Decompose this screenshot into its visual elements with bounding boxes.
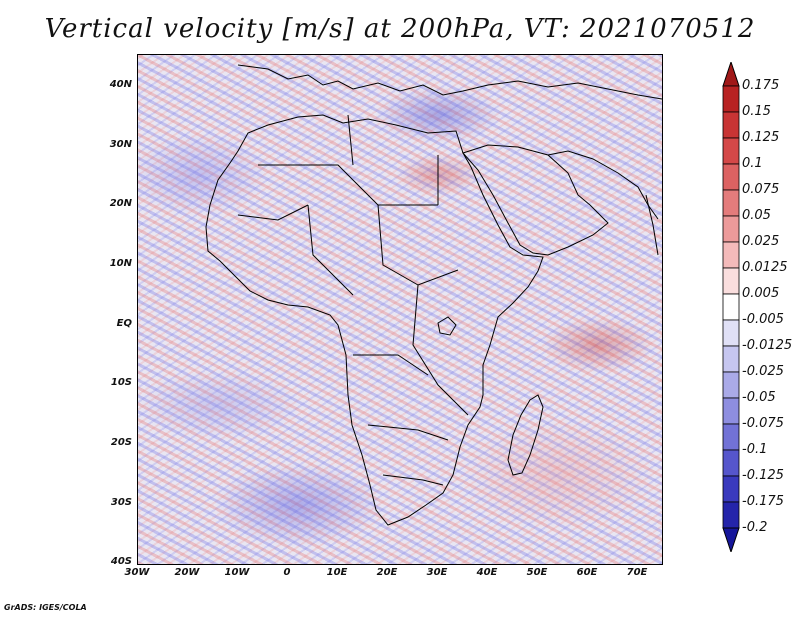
lon-tick-label: 50E: [526, 567, 548, 578]
colorbar-label: 0.0125: [742, 260, 788, 275]
lon-tick-label: 40E: [476, 567, 498, 578]
colorbar-label: 0.175: [742, 78, 780, 93]
colorbar-swatch: [722, 163, 740, 191]
lon-tick-label: 70E: [626, 567, 648, 578]
lat-tick-label: 40N: [109, 79, 132, 90]
colorbar-label: 0.1: [742, 156, 763, 171]
colorbar-swatch: [722, 397, 740, 425]
lon-tick-label: 20E: [376, 567, 398, 578]
colorbar-label: -0.175: [742, 494, 784, 509]
lat-tick-label: 40S: [110, 556, 132, 567]
colorbar-label: -0.005: [742, 312, 784, 327]
gulf-coastline: [547, 150, 659, 220]
lake-victoria: [437, 316, 457, 336]
colorbar-swatch: [722, 267, 740, 295]
colorbar-swatch: [722, 137, 740, 165]
colorbar-label: -0.0125: [742, 338, 793, 353]
map-title: Vertical velocity [m/s] at 200hPa, VT: 2…: [44, 14, 756, 44]
colorbar-swatch: [722, 111, 740, 139]
colorbar-label: 0.125: [742, 130, 780, 145]
country-border: [377, 204, 459, 286]
colorbar-label: -0.075: [742, 416, 784, 431]
colorbar-swatch: [722, 85, 740, 113]
colorbar-label: -0.025: [742, 364, 784, 379]
lon-tick-label: 30E: [426, 567, 448, 578]
lon-tick-label: 10W: [224, 567, 250, 578]
colorbar-swatch: [722, 293, 740, 321]
colorbar-label: 0.05: [742, 208, 771, 223]
country-border: [367, 424, 449, 441]
lat-tick-label: EQ: [116, 318, 132, 329]
country-border: [237, 204, 309, 221]
lat-tick-label: 20N: [109, 198, 132, 209]
colorbar-label: 0.075: [742, 182, 780, 197]
colorbar-label: -0.2: [742, 520, 768, 535]
lon-tick-label: 20W: [174, 567, 200, 578]
colorbar-label: 0.005: [742, 286, 780, 301]
arabia-coastline: [462, 144, 609, 256]
colorbar-label: 0.025: [742, 234, 780, 249]
colorbar-swatch: [722, 215, 740, 243]
colorbar-label: -0.1: [742, 442, 768, 457]
colorbar-swatch: [722, 189, 740, 217]
lat-tick-label: 30S: [110, 497, 132, 508]
country-border: [412, 284, 469, 416]
colorbar-swatch: [722, 475, 740, 503]
lon-tick-label: 60E: [576, 567, 598, 578]
colorbar-swatch: [722, 501, 740, 529]
lat-tick-label: 10S: [110, 377, 132, 388]
lat-tick-label: 20S: [110, 437, 132, 448]
country-border: [307, 204, 354, 296]
lat-tick-label: 30N: [109, 139, 132, 150]
country-border: [347, 114, 354, 166]
colorbar-top-triangle: [722, 62, 740, 87]
colorbar-bottom-triangle: [722, 527, 740, 552]
india-coastline: [645, 194, 659, 256]
lon-tick-label: 30W: [124, 567, 150, 578]
map-plot-area: [137, 54, 663, 565]
colorbar-swatch: [722, 345, 740, 373]
lat-tick-label: 10N: [109, 258, 132, 269]
colorbar-swatch: [722, 423, 740, 451]
footer-credit: GrADS: IGES/COLA: [4, 603, 87, 612]
country-border: [258, 164, 438, 206]
colorbar-label: -0.125: [742, 468, 784, 483]
colorbar-swatch: [722, 319, 740, 347]
colorbar: [722, 62, 740, 552]
colorbar-label: -0.05: [742, 390, 776, 405]
colorbar-label: 0.15: [742, 104, 771, 119]
colorbar-swatch: [722, 371, 740, 399]
lon-tick-label: 0: [283, 567, 291, 578]
africa-coastline: [205, 114, 544, 526]
madagascar-coastline: [507, 394, 544, 476]
colorbar-swatch: [722, 241, 740, 269]
country-border: [382, 474, 444, 486]
europe-coastline: [237, 64, 662, 100]
colorbar-swatch: [722, 449, 740, 477]
coastline-overlay: [205, 64, 662, 526]
lon-tick-label: 10E: [326, 567, 348, 578]
country-border: [353, 354, 429, 376]
